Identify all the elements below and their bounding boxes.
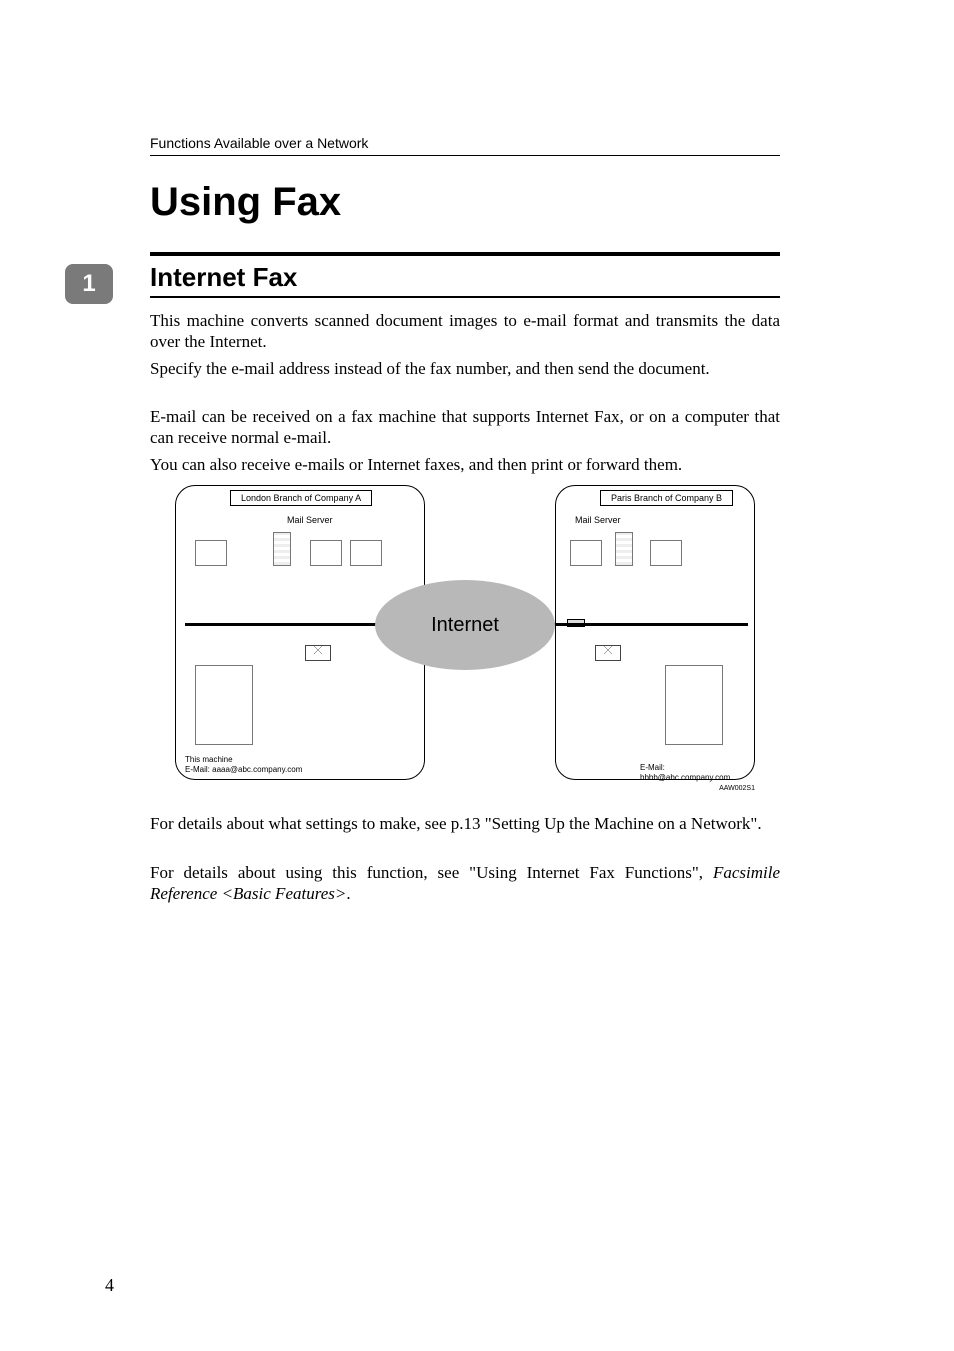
section-tab: 1 [65, 264, 113, 304]
monitor-icon [310, 540, 342, 566]
page-title: Using Fax [150, 180, 341, 225]
monitor-icon [570, 540, 602, 566]
diagram-right-box [555, 485, 755, 780]
mfp-icon [195, 665, 253, 745]
paragraph-1: This machine converts scanned document i… [150, 310, 780, 353]
envelope-icon [305, 645, 331, 661]
email-left: E-Mail: aaaa@abc.company.com [185, 765, 302, 774]
network-diagram: London Branch of Company A Paris Branch … [175, 480, 755, 790]
paragraph-3: E-mail can be received on a fax machine … [150, 406, 780, 449]
network-line [563, 623, 748, 626]
mail-server-label-right: Mail Server [575, 515, 621, 525]
envelope-icon [595, 645, 621, 661]
closing-2-post: . [346, 884, 350, 903]
section-heading: Internet Fax [150, 262, 297, 293]
paragraph-4: You can also receive e-mails or Internet… [150, 454, 780, 475]
header-rule [150, 155, 780, 156]
closing-paragraph-2: For details about using this function, s… [150, 862, 780, 905]
monitor-icon [650, 540, 682, 566]
mfp-icon [665, 665, 723, 745]
server-icon [615, 532, 633, 566]
this-machine-line1: This machine [185, 755, 233, 764]
closing-2-pre: For details about using this function, s… [150, 863, 713, 882]
monitor-icon [195, 540, 227, 566]
server-icon [273, 532, 291, 566]
branch-label-right: Paris Branch of Company B [600, 490, 733, 506]
monitor-icon [350, 540, 382, 566]
paragraph-2: Specify the e-mail address instead of th… [150, 358, 780, 379]
page-number: 4 [105, 1275, 114, 1296]
header-breadcrumb: Functions Available over a Network [150, 135, 368, 151]
mail-server-label-left: Mail Server [287, 515, 333, 525]
this-machine-label: This machine E-Mail: aaaa@abc.company.co… [185, 755, 302, 776]
closing-paragraph-1: For details about what settings to make,… [150, 813, 780, 834]
branch-label-left: London Branch of Company A [230, 490, 372, 506]
diagram-id: AAW002S1 [719, 785, 755, 792]
section-rule-bottom [150, 296, 780, 298]
section-rule-top [150, 252, 780, 256]
internet-cloud: Internet [375, 580, 555, 670]
email-right-label: E-Mail: bbbb@abc.company.com [640, 763, 755, 784]
